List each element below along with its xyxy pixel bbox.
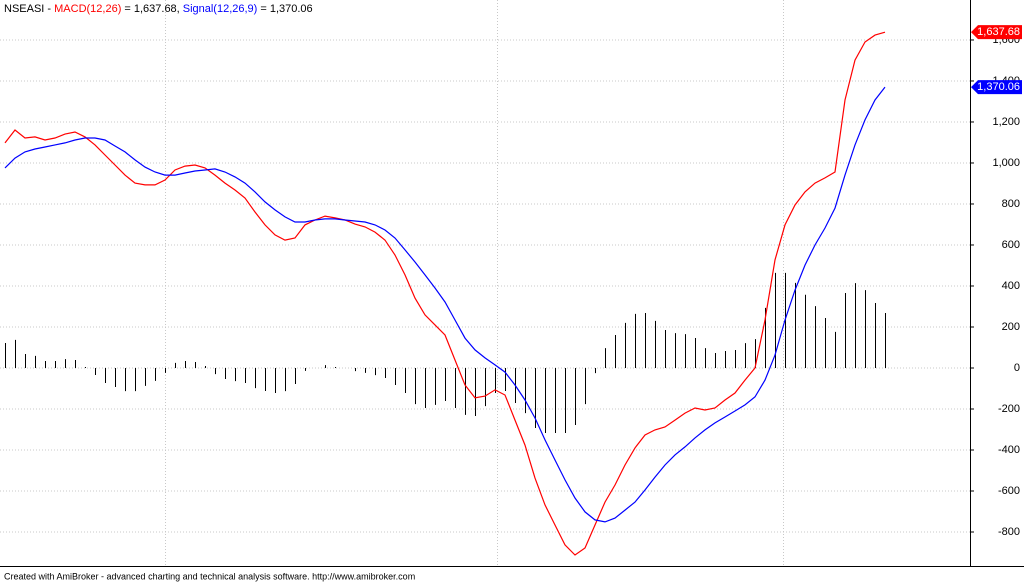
y-tick-label: -800 <box>998 526 1020 538</box>
value-tag-label: 1,637.68 <box>977 26 1020 38</box>
chart-title: NSEASI - <box>4 3 54 15</box>
y-tick-label: 200 <box>1002 321 1020 333</box>
value-tag <box>971 25 1022 40</box>
y-tick-label: -400 <box>998 444 1020 456</box>
y-tick-label: -600 <box>998 485 1020 497</box>
series-line <box>4 31 886 556</box>
header: NSEASI - MACD(12,26) = 1,637.68, Signal(12… <box>4 3 313 15</box>
series-value: = 1,637.68, <box>124 3 179 15</box>
footer: Created with AmiBroker - advanced charti… <box>4 571 415 581</box>
value-tag-label: 1,370.06 <box>977 81 1020 93</box>
plot: -800 -600 -400 -200 0 200 400 600 800 1,000 1,200 1… <box>0 25 1022 556</box>
series-name: Signal(12,26,9) <box>183 3 258 15</box>
series-name: MACD(12,26) <box>54 3 121 15</box>
y-tick-label: 1,000 <box>992 157 1020 169</box>
y-tick-label: 800 <box>1002 198 1020 210</box>
y-tick-label: 0 <box>1014 362 1020 374</box>
value-tag <box>971 80 1022 95</box>
y-tick-label: 600 <box>1002 239 1020 251</box>
series-value: = 1,370.06 <box>260 3 312 15</box>
y-tick-label: -200 <box>998 403 1020 415</box>
series-line <box>4 86 886 523</box>
y-tick-label: 400 <box>1002 280 1020 292</box>
y-tick-label: 1,200 <box>992 116 1020 128</box>
